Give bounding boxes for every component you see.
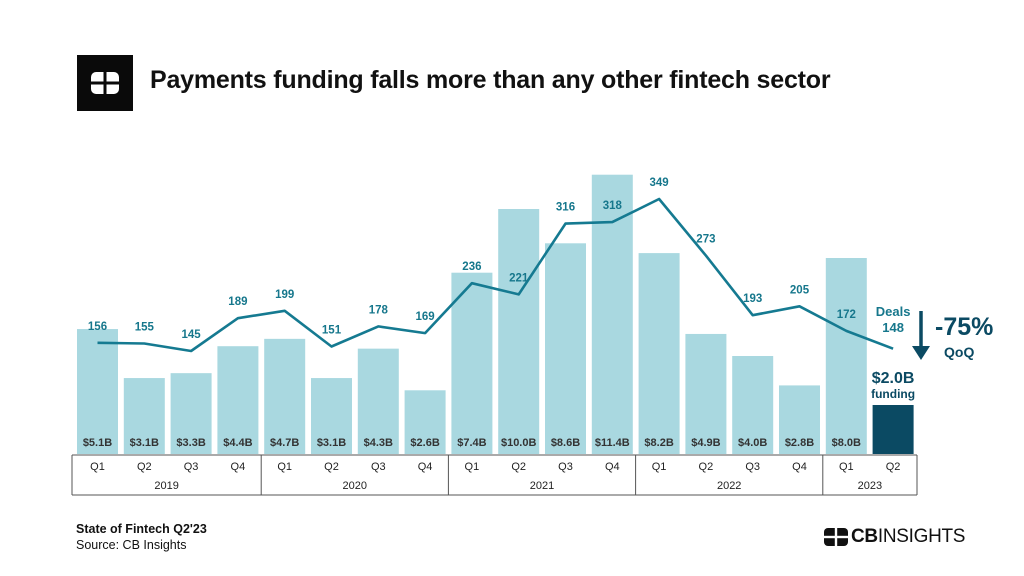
deals-line bbox=[97, 197, 894, 353]
deals-value-label: 155 bbox=[135, 322, 155, 334]
x-tick-label: Q2 bbox=[137, 461, 152, 473]
year-label: 2019 bbox=[154, 480, 178, 492]
funding-bar bbox=[872, 405, 914, 454]
year-label: 2021 bbox=[530, 480, 554, 492]
deals-value-label: 205 bbox=[790, 284, 810, 296]
change-percent: -75% bbox=[935, 313, 993, 341]
deals-value-label: 199 bbox=[275, 289, 294, 301]
funding-bar bbox=[311, 378, 352, 454]
deals-value-label: 145 bbox=[182, 329, 202, 341]
funding-bar bbox=[123, 378, 165, 454]
bar-value-label: $7.4B bbox=[457, 437, 486, 449]
funding-bar bbox=[545, 243, 586, 454]
x-tick-label: Q2 bbox=[324, 461, 339, 473]
bar-value-label: $8.2B bbox=[644, 437, 673, 449]
year-label: 2020 bbox=[343, 480, 367, 492]
deals-value-label: 221 bbox=[509, 272, 529, 284]
bar-value-label: $8.0B bbox=[832, 437, 861, 449]
brand-icon bbox=[824, 528, 848, 546]
bar-value-label: $4.3B bbox=[364, 437, 393, 449]
bar-value-label: $11.4B bbox=[595, 437, 630, 449]
funding-bar bbox=[498, 209, 540, 454]
funding-bar bbox=[264, 338, 306, 454]
deals-value-label: 318 bbox=[603, 200, 623, 212]
deals-value-label: 169 bbox=[416, 311, 435, 323]
source-note: Source: CB Insights bbox=[76, 538, 187, 552]
deals-value-label: 273 bbox=[696, 234, 715, 246]
bar-value-label: $4.0B bbox=[738, 437, 767, 449]
deals-value-label: 189 bbox=[228, 296, 247, 308]
cb-insights-logo-icon bbox=[77, 55, 133, 111]
x-tick-label: Q3 bbox=[558, 461, 573, 473]
x-tick-label: Q4 bbox=[418, 461, 433, 473]
x-tick-label: Q4 bbox=[231, 461, 246, 473]
x-tick-label: Q3 bbox=[745, 461, 760, 473]
x-tick-label: Q3 bbox=[184, 461, 199, 473]
deals-value-label: 178 bbox=[369, 304, 389, 316]
bar-value-label: $2.6B bbox=[410, 437, 439, 449]
x-tick-label: Q1 bbox=[652, 461, 667, 473]
brand-name-light: INSIGHTS bbox=[877, 526, 966, 547]
x-tick-label: Q2 bbox=[511, 461, 526, 473]
deals-value-label: 156 bbox=[88, 321, 107, 333]
deals-value-label: 193 bbox=[743, 293, 762, 305]
funding-bar bbox=[779, 385, 820, 454]
x-tick-label: Q3 bbox=[371, 461, 386, 473]
deals-series-label: Deals bbox=[876, 304, 911, 319]
year-label: 2023 bbox=[858, 480, 882, 492]
x-tick-label: Q1 bbox=[839, 461, 854, 473]
brand-name: CBINSIGHTS bbox=[851, 526, 965, 548]
change-period: QoQ bbox=[944, 344, 974, 360]
down-arrow-head-icon bbox=[912, 346, 930, 360]
last-funding-value: $2.0B bbox=[872, 370, 915, 387]
x-tick-label: Q2 bbox=[699, 461, 714, 473]
x-tick-label: Q4 bbox=[605, 461, 620, 473]
funding-bar bbox=[404, 390, 446, 454]
funding-bar bbox=[170, 373, 212, 454]
deals-last-value: 148 bbox=[882, 320, 904, 335]
bar-value-label: $3.1B bbox=[130, 437, 159, 449]
x-tick-label: Q1 bbox=[277, 461, 292, 473]
funding-series-label: funding bbox=[871, 387, 915, 401]
bar-value-label: $8.6B bbox=[551, 437, 580, 449]
deals-value-label: 236 bbox=[462, 261, 481, 273]
bar-value-label: $10.0B bbox=[501, 437, 537, 449]
x-tick-label: Q1 bbox=[465, 461, 480, 473]
funding-bar bbox=[825, 258, 867, 454]
brand-name-bold: CB bbox=[851, 526, 878, 547]
bar-value-label: $4.4B bbox=[223, 437, 252, 449]
year-label: 2022 bbox=[717, 480, 741, 492]
bar-value-label: $3.3B bbox=[176, 437, 205, 449]
funding-bar bbox=[77, 329, 118, 454]
page-title: Payments funding falls more than any oth… bbox=[150, 66, 831, 94]
funding-bar bbox=[685, 333, 727, 454]
bar-value-label: $4.7B bbox=[270, 437, 299, 449]
funding-bar bbox=[451, 272, 493, 454]
report-title: State of Fintech Q2'23 bbox=[76, 522, 207, 536]
deals-value-label: 151 bbox=[322, 325, 342, 337]
funding-bar bbox=[217, 346, 259, 454]
bar-value-label: $4.9B bbox=[691, 437, 720, 449]
x-tick-label: Q2 bbox=[886, 461, 901, 473]
bar-value-label: $3.1B bbox=[317, 437, 346, 449]
funding-bar bbox=[357, 348, 399, 454]
deals-value-label: 316 bbox=[556, 202, 575, 214]
x-tick-label: Q4 bbox=[792, 461, 807, 473]
funding-bar bbox=[591, 174, 633, 454]
bar-value-label: $5.1B bbox=[83, 437, 112, 449]
funding-chart: $5.1B $3.1B $3.3B $4.4B $4.7B $3.1B $4.3B $2.6B… bbox=[71, 174, 993, 496]
deals-value-label: 349 bbox=[650, 177, 669, 189]
funding-bar bbox=[638, 253, 680, 454]
deals-value-label: 172 bbox=[837, 309, 856, 321]
funding-bar bbox=[732, 356, 774, 454]
brand-logo: CBINSIGHTS bbox=[824, 526, 965, 548]
bar-value-label: $2.8B bbox=[785, 437, 814, 449]
x-tick-label: Q1 bbox=[90, 461, 105, 473]
